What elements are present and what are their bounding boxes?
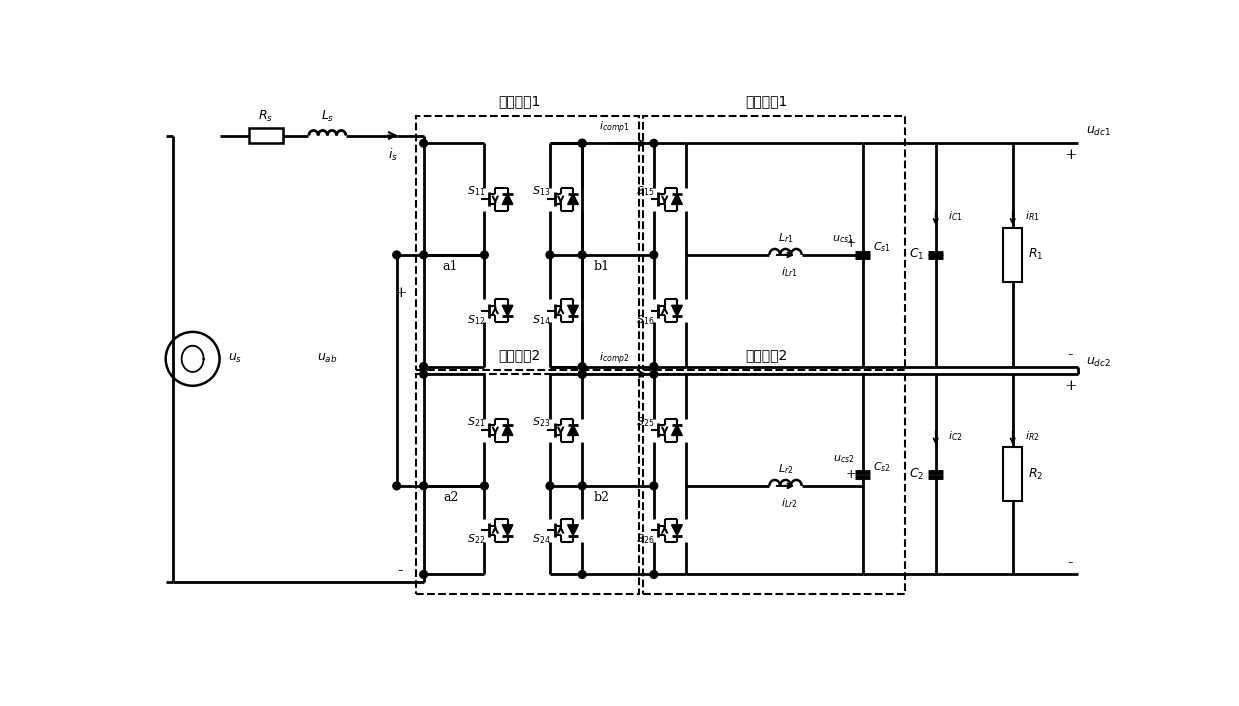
Text: 解耦单元1: 解耦单元1 [745, 94, 788, 108]
Polygon shape [567, 193, 579, 205]
Polygon shape [502, 525, 513, 536]
Text: 解耦单元2: 解耦单元2 [745, 348, 788, 362]
Text: $S_{25}$: $S_{25}$ [637, 415, 654, 429]
Polygon shape [672, 193, 683, 205]
Text: $i_{Lr1}$: $i_{Lr1}$ [781, 265, 798, 279]
Text: +: + [1064, 379, 1077, 393]
Text: $L_{r2}$: $L_{r2}$ [778, 462, 793, 476]
Text: $S_{23}$: $S_{23}$ [533, 415, 550, 429]
Circle shape [650, 570, 658, 578]
Circle shape [546, 251, 554, 258]
Text: +: + [1064, 148, 1077, 162]
Bar [1004, 448, 1022, 501]
Text: $R_2$: $R_2$ [1028, 467, 1043, 482]
Polygon shape [672, 305, 683, 316]
Text: $S_{22}$: $S_{22}$ [467, 532, 484, 546]
Circle shape [579, 139, 586, 147]
Text: -: - [1068, 347, 1073, 364]
Text: $S_{16}$: $S_{16}$ [636, 313, 654, 327]
Circle shape [420, 371, 427, 378]
Text: $i_{comp1}$: $i_{comp1}$ [598, 119, 629, 136]
Text: $S_{26}$: $S_{26}$ [636, 532, 654, 546]
Circle shape [420, 363, 427, 371]
Text: $u_{dc2}$: $u_{dc2}$ [1085, 356, 1110, 369]
Bar [416, 374, 639, 594]
Text: $u_s$: $u_s$ [228, 352, 242, 366]
Text: +: + [846, 468, 856, 481]
Text: $C_2$: $C_2$ [908, 467, 924, 482]
Text: 整流单元2: 整流单元2 [499, 348, 541, 362]
Text: $S_{14}$: $S_{14}$ [533, 313, 550, 327]
Text: $i_{comp2}$: $i_{comp2}$ [598, 351, 629, 367]
Text: 整流单元1: 整流单元1 [498, 94, 541, 108]
Text: $u_{ab}$: $u_{ab}$ [317, 352, 337, 366]
Circle shape [579, 139, 586, 147]
Bar [1004, 228, 1022, 282]
Circle shape [579, 570, 586, 578]
Text: $i_{R1}$: $i_{R1}$ [1025, 210, 1040, 223]
Text: $i_s$: $i_s$ [388, 147, 398, 163]
Text: $u_{dc1}$: $u_{dc1}$ [1085, 125, 1111, 138]
Text: b1: b1 [593, 260, 610, 273]
Bar [643, 374, 904, 594]
Circle shape [420, 570, 427, 578]
Circle shape [481, 482, 488, 490]
Text: -: - [1068, 554, 1073, 571]
Circle shape [393, 482, 400, 490]
Circle shape [650, 139, 658, 147]
Circle shape [650, 251, 658, 258]
Circle shape [579, 363, 586, 371]
Text: a1: a1 [442, 260, 458, 273]
Circle shape [650, 363, 658, 371]
Text: $L_s$: $L_s$ [321, 109, 335, 124]
Text: $i_{R2}$: $i_{R2}$ [1025, 429, 1040, 443]
Polygon shape [502, 425, 513, 436]
Circle shape [481, 251, 488, 258]
Bar [249, 128, 282, 143]
Text: $L_{r1}$: $L_{r1}$ [778, 231, 793, 245]
Text: $S_{21}$: $S_{21}$ [467, 415, 486, 429]
Circle shape [579, 371, 586, 378]
Text: $R_1$: $R_1$ [1028, 247, 1043, 263]
Text: a2: a2 [442, 491, 458, 504]
Text: $C_{s2}$: $C_{s2}$ [872, 460, 891, 474]
Text: -: - [398, 562, 404, 579]
Circle shape [579, 251, 586, 258]
Circle shape [420, 251, 427, 258]
Bar [416, 116, 639, 371]
Circle shape [650, 482, 658, 490]
Circle shape [420, 482, 427, 490]
Text: +: + [394, 287, 406, 300]
Circle shape [579, 371, 586, 378]
Text: $S_{15}$: $S_{15}$ [637, 184, 654, 198]
Circle shape [650, 371, 658, 378]
Circle shape [420, 139, 427, 147]
Text: $S_{24}$: $S_{24}$ [533, 532, 550, 546]
Polygon shape [672, 425, 683, 436]
Text: b2: b2 [593, 491, 610, 504]
Text: $i_{C2}$: $i_{C2}$ [948, 429, 963, 443]
Text: $R_s$: $R_s$ [258, 109, 274, 124]
Polygon shape [567, 305, 579, 316]
Text: $i_{Lr2}$: $i_{Lr2}$ [781, 496, 798, 510]
Polygon shape [567, 525, 579, 536]
Polygon shape [502, 305, 513, 316]
Bar [643, 116, 904, 371]
Polygon shape [502, 193, 513, 205]
Text: $C_{s1}$: $C_{s1}$ [872, 240, 891, 254]
Circle shape [579, 482, 586, 490]
Text: $S_{13}$: $S_{13}$ [533, 184, 550, 198]
Text: $C_1$: $C_1$ [908, 247, 924, 263]
Text: $i_{C1}$: $i_{C1}$ [948, 210, 963, 223]
Text: $u_{cs2}$: $u_{cs2}$ [833, 453, 854, 465]
Circle shape [393, 251, 400, 258]
Text: $S_{12}$: $S_{12}$ [467, 313, 484, 327]
Circle shape [546, 482, 554, 490]
Text: $u_{cs1}$: $u_{cs1}$ [833, 234, 854, 246]
Text: +: + [846, 237, 856, 250]
Polygon shape [567, 425, 579, 436]
Polygon shape [672, 525, 683, 536]
Text: $S_{11}$: $S_{11}$ [467, 184, 486, 198]
